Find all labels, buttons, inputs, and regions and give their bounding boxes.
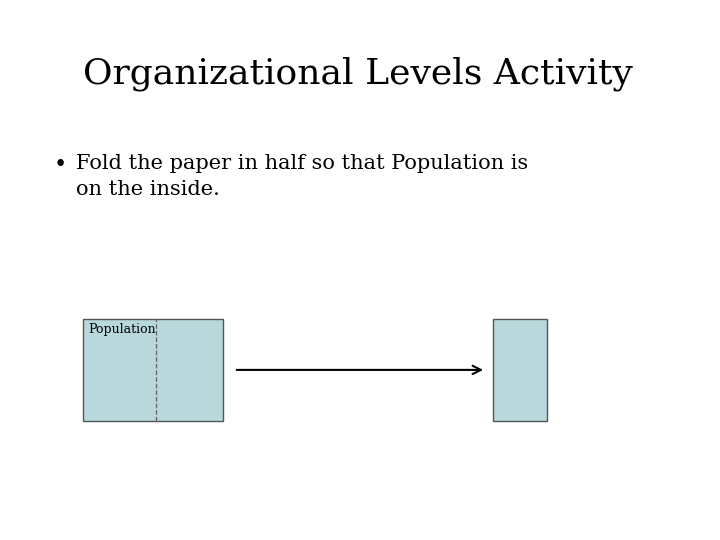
Text: Population: Population xyxy=(89,323,156,336)
Text: Fold the paper in half so that Population is
on the inside.: Fold the paper in half so that Populatio… xyxy=(76,154,528,199)
Text: •: • xyxy=(54,154,67,176)
Text: Organizational Levels Activity: Organizational Levels Activity xyxy=(83,57,633,91)
Bar xyxy=(493,319,547,421)
Bar xyxy=(83,319,223,421)
